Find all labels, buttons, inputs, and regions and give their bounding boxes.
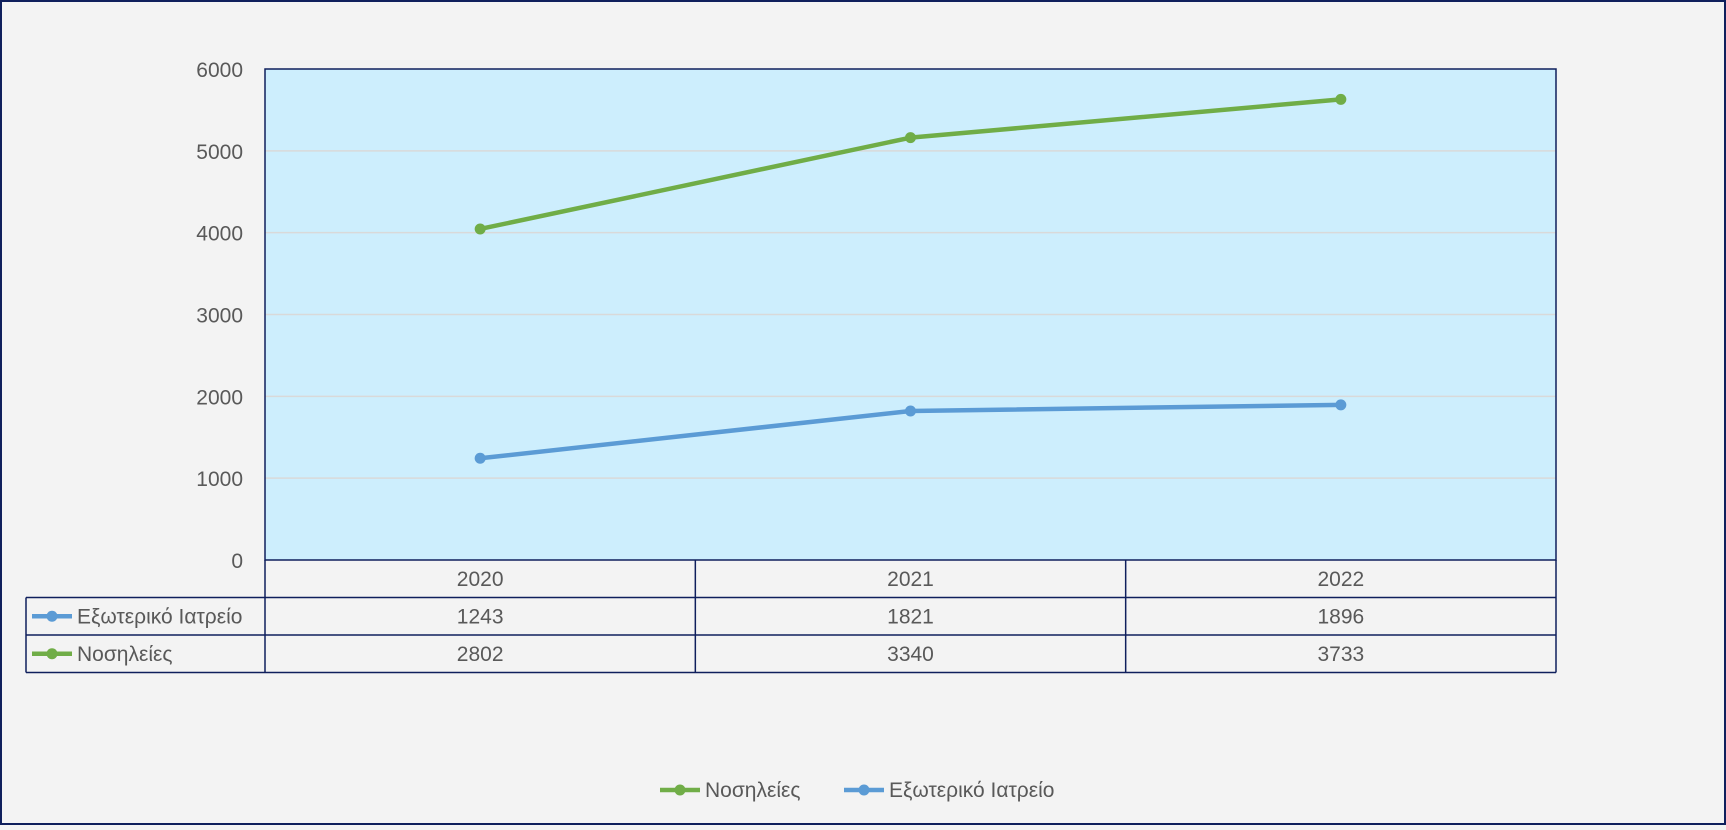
y-tick-label: 2000	[196, 386, 243, 409]
data-table: 2020 2021 2022 Εξωτερικό Ιατρείο 1243 1821 189…	[25, 560, 1557, 674]
y-tick-label: 4000	[196, 223, 243, 246]
data-point	[905, 132, 916, 144]
table-value: 1821	[887, 605, 934, 628]
legend-marker	[674, 784, 686, 796]
data-point	[1335, 93, 1347, 105]
y-tick-label: 1000	[196, 468, 243, 491]
y-axis-tick-labels: 0 1000 2000 3000 4000 5000 6000	[196, 59, 243, 573]
legend-label: Νοσηλείες	[705, 779, 801, 802]
table-value: 3733	[1317, 643, 1364, 666]
legend: Νοσηλείες Εξωτερικό Ιατρείο	[660, 779, 1054, 802]
legend-marker	[858, 784, 870, 796]
y-tick-label: 3000	[196, 305, 243, 328]
table-legend-marker	[46, 610, 58, 622]
data-point	[474, 223, 486, 235]
table-value: 1896	[1317, 605, 1364, 628]
data-point	[1335, 399, 1347, 411]
table-series-name: Νοσηλείες	[77, 643, 173, 666]
x-category-label: 2022	[1317, 568, 1364, 591]
y-tick-label: 5000	[196, 141, 243, 164]
table-value: 3340	[887, 643, 934, 666]
x-category-label: 2021	[887, 568, 934, 591]
y-tick-label: 0	[231, 550, 243, 573]
table-value: 2802	[457, 643, 504, 666]
gridlines	[265, 150, 1556, 479]
table-value: 1243	[457, 605, 504, 628]
plot-border	[264, 68, 1557, 561]
table-legend-marker	[46, 648, 58, 660]
x-category-label: 2020	[457, 568, 504, 591]
y-tick-label: 6000	[196, 59, 243, 82]
legend-label: Εξωτερικό Ιατρείο	[889, 779, 1054, 802]
data-point	[905, 405, 916, 417]
table-series-name: Εξωτερικό Ιατρείο	[77, 605, 242, 628]
data-point	[474, 452, 486, 464]
series-lines	[474, 93, 1347, 464]
